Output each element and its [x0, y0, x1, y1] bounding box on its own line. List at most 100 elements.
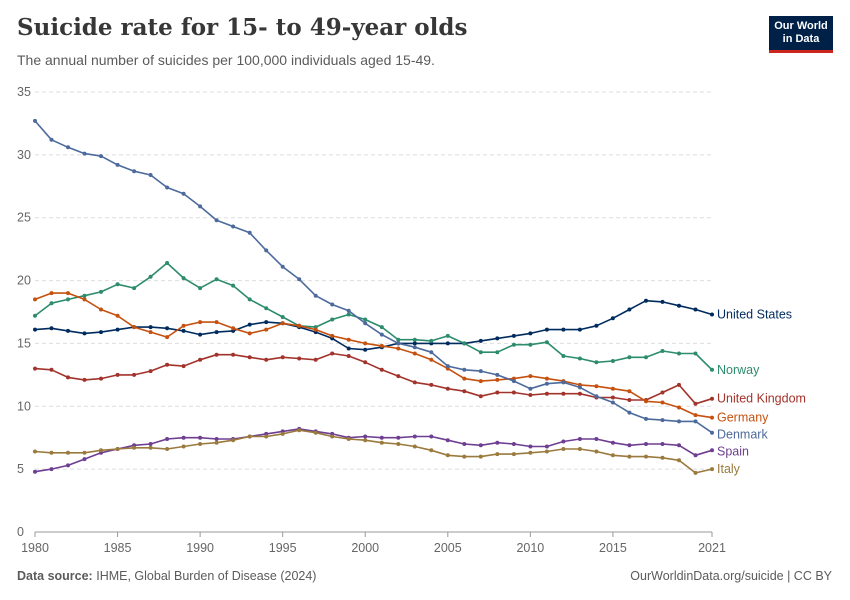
data-point [478, 454, 483, 459]
data-point [82, 297, 87, 302]
data-point [82, 293, 87, 298]
data-point [363, 321, 368, 326]
data-point [429, 434, 434, 439]
series-label[interactable]: Spain [717, 445, 749, 459]
data-point [610, 453, 615, 458]
data-point [495, 372, 500, 377]
data-point [297, 323, 302, 328]
data-point [478, 379, 483, 384]
data-point [346, 312, 351, 317]
data-point [346, 308, 351, 313]
data-point [528, 444, 533, 449]
data-point [561, 391, 566, 396]
series-label[interactable]: Denmark [717, 428, 768, 442]
source-label: Data source: [17, 569, 93, 583]
data-point [264, 357, 269, 362]
data-point [495, 390, 500, 395]
data-point [561, 447, 566, 451]
data-point [528, 374, 533, 379]
data-point [710, 467, 714, 472]
series-label[interactable]: Germany [717, 411, 769, 425]
series-label[interactable]: Italy [717, 462, 741, 476]
series-label[interactable]: Norway [717, 363, 760, 377]
data-point [49, 137, 54, 142]
x-tick-label: 1980 [21, 541, 49, 555]
data-point [198, 286, 203, 291]
series-line[interactable] [34, 292, 713, 419]
owid-logo[interactable]: Our World in Data [769, 16, 833, 53]
logo-line-1: Our World [774, 20, 828, 32]
data-point [677, 303, 681, 308]
data-point [247, 331, 252, 336]
data-point [644, 416, 648, 421]
series-label[interactable]: United Kingdom [717, 392, 806, 406]
data-point [677, 443, 681, 448]
data-point [445, 333, 450, 338]
data-point [66, 375, 70, 380]
y-tick-label: 35 [17, 85, 31, 99]
data-point [280, 355, 285, 360]
data-point [115, 372, 120, 377]
data-point [594, 437, 599, 441]
data-point [148, 445, 153, 450]
data-point [99, 307, 103, 312]
data-point [511, 333, 516, 338]
data-point [644, 454, 648, 459]
data-point [165, 447, 170, 451]
data-point [396, 374, 401, 379]
data-point [429, 338, 434, 343]
series-line[interactable] [34, 428, 713, 473]
series-line[interactable] [34, 429, 713, 474]
data-point [412, 337, 417, 342]
data-point [330, 302, 335, 307]
data-point [346, 346, 351, 351]
data-point [346, 337, 351, 342]
data-point [577, 356, 582, 361]
series-line[interactable] [34, 262, 713, 371]
data-point [99, 289, 103, 294]
data-point [148, 274, 153, 279]
data-point [610, 386, 615, 391]
data-point [231, 438, 236, 443]
data-point [396, 346, 401, 351]
data-point [66, 297, 70, 302]
data-point [660, 418, 665, 423]
data-point [677, 382, 681, 387]
data-point [627, 454, 632, 459]
data-point [693, 307, 698, 312]
data-point [66, 450, 70, 455]
data-point [379, 435, 384, 440]
footer-url[interactable]: OurWorldinData.org/suicide | CC BY [630, 569, 832, 583]
data-point [544, 327, 549, 332]
data-point [396, 341, 401, 346]
data-point [445, 438, 450, 443]
data-point [478, 394, 483, 399]
data-point [561, 327, 566, 332]
data-point [528, 393, 533, 397]
data-point [214, 320, 219, 325]
series-label[interactable]: United States [717, 308, 792, 322]
data-point [115, 313, 120, 318]
data-point [33, 327, 37, 332]
data-point [412, 341, 417, 346]
series-line[interactable] [34, 299, 713, 351]
data-point [181, 323, 186, 328]
data-point [644, 442, 648, 446]
data-point [511, 442, 516, 446]
data-point [82, 331, 87, 336]
data-point [363, 438, 368, 443]
y-tick-label: 15 [17, 336, 31, 350]
series-line[interactable] [34, 120, 713, 434]
data-point [297, 356, 302, 361]
data-point [462, 389, 467, 394]
data-point [247, 355, 252, 360]
y-tick-label: 30 [17, 148, 31, 162]
data-point [577, 385, 582, 390]
x-axis: 1980 1985 1990 1995 2000 2005 2010 2015 2021 [21, 532, 726, 555]
data-point [264, 248, 269, 253]
data-point [528, 450, 533, 455]
y-tick-label: 5 [17, 462, 24, 476]
data-point [49, 367, 54, 372]
data-point [710, 430, 714, 435]
data-point [66, 291, 70, 296]
